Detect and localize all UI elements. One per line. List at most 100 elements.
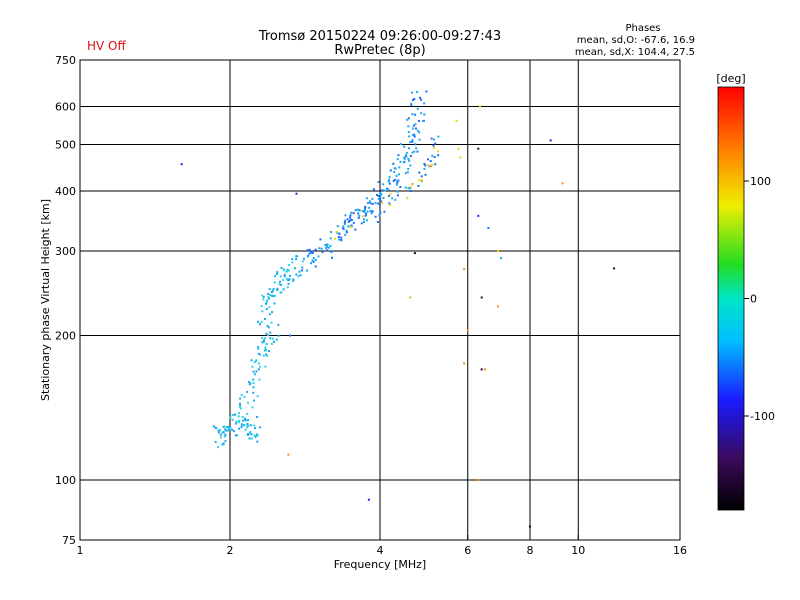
data-point xyxy=(255,360,257,362)
data-point xyxy=(258,378,261,381)
data-point xyxy=(358,209,361,212)
data-point xyxy=(429,165,432,168)
data-point xyxy=(364,206,367,208)
y-axis-label: Stationary phase Virtual Height [km] xyxy=(39,199,52,401)
data-point xyxy=(261,294,264,297)
data-point xyxy=(407,187,410,190)
data-point xyxy=(271,289,274,292)
data-point xyxy=(392,162,395,165)
data-point xyxy=(232,430,235,433)
data-point xyxy=(223,425,226,428)
data-point xyxy=(288,279,290,281)
data-point xyxy=(376,193,378,196)
data-point xyxy=(311,259,314,262)
data-point xyxy=(267,326,270,329)
data-point xyxy=(251,365,254,368)
data-point xyxy=(363,221,365,223)
data-point xyxy=(364,207,367,210)
data-points xyxy=(180,90,616,528)
data-point xyxy=(259,353,262,356)
data-point xyxy=(265,302,268,305)
data-point xyxy=(266,292,269,295)
colorbar-tick-label: 100 xyxy=(750,175,771,188)
data-point xyxy=(231,414,234,417)
data-point xyxy=(295,258,297,261)
data-point xyxy=(370,212,373,215)
data-point xyxy=(340,236,343,239)
data-point xyxy=(276,287,279,290)
y-tick-label: 75 xyxy=(62,534,76,547)
data-point xyxy=(420,112,423,115)
data-point xyxy=(392,179,395,182)
data-point xyxy=(273,281,276,284)
data-point xyxy=(348,219,351,222)
data-point xyxy=(395,174,398,177)
data-point xyxy=(237,412,240,415)
colorbar-label: [deg] xyxy=(716,72,745,85)
data-point xyxy=(407,125,410,128)
data-point xyxy=(409,296,412,299)
data-point xyxy=(371,197,374,200)
data-point xyxy=(276,289,278,291)
data-point xyxy=(273,302,276,305)
data-point xyxy=(286,269,289,272)
data-point xyxy=(291,258,294,261)
data-point xyxy=(303,257,305,260)
data-point xyxy=(379,211,382,214)
data-point xyxy=(249,432,251,435)
data-point xyxy=(430,137,433,140)
y-tick-label: 100 xyxy=(55,474,76,487)
data-point xyxy=(261,336,264,339)
data-point xyxy=(407,158,410,161)
data-point xyxy=(354,209,357,212)
data-point xyxy=(369,202,372,205)
data-point xyxy=(459,156,462,159)
data-point xyxy=(221,431,224,434)
data-point xyxy=(480,296,483,299)
data-point xyxy=(266,299,269,302)
data-point xyxy=(267,334,270,337)
data-point xyxy=(270,321,273,324)
data-point xyxy=(408,159,411,162)
data-point xyxy=(295,273,298,276)
data-point xyxy=(409,186,412,189)
data-point xyxy=(222,431,225,434)
x-tick-label: 1 xyxy=(77,544,84,557)
data-point xyxy=(250,359,253,362)
data-point xyxy=(269,331,272,334)
x-tick-label: 8 xyxy=(527,544,534,557)
data-point xyxy=(254,435,257,438)
data-point xyxy=(487,227,490,229)
data-point xyxy=(416,107,419,110)
x-tick-label: 16 xyxy=(673,544,687,557)
data-point xyxy=(406,171,409,174)
data-point xyxy=(400,143,402,146)
data-point xyxy=(388,182,391,185)
data-point xyxy=(217,446,220,449)
data-point xyxy=(377,198,380,200)
data-point xyxy=(310,262,312,265)
y-tick-label: 400 xyxy=(55,185,76,198)
data-point xyxy=(261,341,264,344)
data-point xyxy=(260,305,263,308)
y-tick-label: 500 xyxy=(55,139,76,152)
data-point xyxy=(428,165,431,168)
data-point xyxy=(271,337,274,340)
data-point xyxy=(262,354,265,357)
data-point xyxy=(410,104,413,107)
data-point xyxy=(416,129,419,132)
data-point xyxy=(386,187,389,190)
data-point xyxy=(287,453,290,456)
data-point xyxy=(326,249,329,252)
data-point xyxy=(265,308,268,310)
data-point xyxy=(409,164,412,167)
data-point xyxy=(415,147,418,150)
data-point xyxy=(311,252,314,255)
data-point xyxy=(427,158,429,161)
data-point xyxy=(365,219,368,222)
data-point xyxy=(296,255,299,258)
colorbar-tick-label: -100 xyxy=(750,410,775,423)
data-point xyxy=(318,247,321,250)
data-point xyxy=(257,347,260,350)
data-point xyxy=(274,294,277,297)
